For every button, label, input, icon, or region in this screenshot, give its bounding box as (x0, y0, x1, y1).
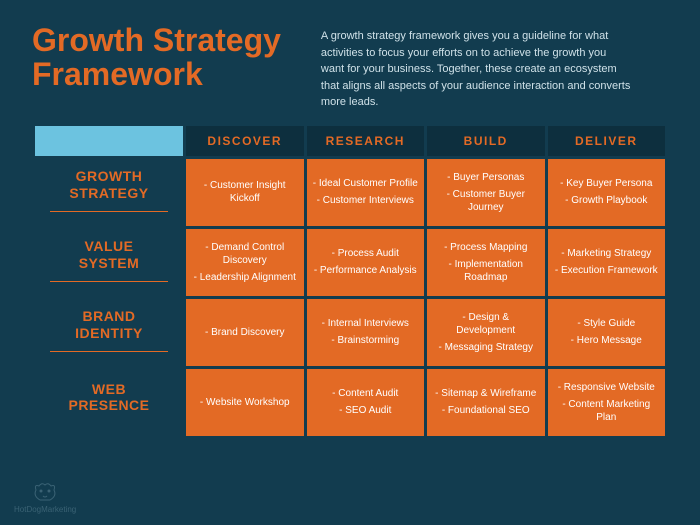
cell-item: - Ideal Customer Profile (313, 177, 419, 190)
row-header: WEBPRESENCE (35, 369, 183, 436)
row-divider (50, 211, 168, 212)
cell: - Internal Interviews - Brainstorming (307, 299, 425, 366)
cell: - Style Guide - Hero Message (548, 299, 666, 366)
cell-item: - Process Audit (313, 247, 419, 260)
table-row: BRANDIDENTITY - Brand Discovery - Internal… (35, 299, 665, 366)
col-discover: DISCOVER (186, 126, 304, 156)
table-row: VALUESYSTEM - Demand Control Discovery - L… (35, 229, 665, 296)
cell: - Customer Insight Kickoff (186, 159, 304, 226)
row-divider (50, 281, 168, 282)
table-row: GROWTHSTRATEGY - Customer Insight Kickoff… (35, 159, 665, 226)
cell-item: - Hero Message (554, 334, 660, 347)
cell: - Process Mapping - Implementation Roadma… (427, 229, 545, 296)
framework-grid: DISCOVER RESEARCH BUILD DELIVER GROWTHST… (0, 123, 700, 451)
cell-item: - Customer Insight Kickoff (192, 179, 298, 205)
row-label: BRANDIDENTITY (35, 308, 183, 346)
cell: - Brand Discovery (186, 299, 304, 366)
cell-item: - Content Marketing Plan (554, 398, 660, 424)
col-build: BUILD (427, 126, 545, 156)
table-row: WEBPRESENCE - Website Workshop - Content A… (35, 369, 665, 436)
cell-item: - SEO Audit (313, 404, 419, 417)
cell: - Website Workshop (186, 369, 304, 436)
cell-item: - Customer Interviews (313, 194, 419, 207)
cell: - Content Audit - SEO Audit (307, 369, 425, 436)
row-label: GROWTHSTRATEGY (35, 168, 183, 206)
brand-logo: HotDogMarketing (14, 480, 76, 515)
col-research: RESEARCH (307, 126, 425, 156)
cell-item: - Growth Playbook (554, 194, 660, 207)
corner-cell (35, 126, 183, 156)
page-title: Growth Strategy Framework (32, 24, 281, 111)
cell: - Ideal Customer Profile - Customer Inter… (307, 159, 425, 226)
row-header: GROWTHSTRATEGY (35, 159, 183, 226)
cell-item: - Content Audit (313, 387, 419, 400)
row-divider (50, 351, 168, 352)
framework-table: DISCOVER RESEARCH BUILD DELIVER GROWTHST… (32, 123, 668, 439)
cell: - Key Buyer Persona - Growth Playbook (548, 159, 666, 226)
logo-text: HotDogMarketing (14, 505, 76, 514)
cell-item: - Performance Analysis (313, 264, 419, 277)
cell-item: - Brand Discovery (192, 326, 298, 339)
row-label: VALUESYSTEM (35, 238, 183, 276)
cell: - Sitemap & Wireframe - Foundational SEO (427, 369, 545, 436)
cell-item: - Design & Development (433, 311, 539, 337)
cell-item: - Implementation Roadmap (433, 258, 539, 284)
cell-item: - Sitemap & Wireframe (433, 387, 539, 400)
cell-item: - Customer Buyer Journey (433, 188, 539, 214)
cell-item: - Process Mapping (433, 241, 539, 254)
title-line-1: Growth Strategy (32, 22, 281, 58)
cell-item: - Demand Control Discovery (192, 241, 298, 267)
dog-icon (30, 480, 60, 504)
cell-item: - Brainstorming (313, 334, 419, 347)
cell-item: - Execution Framework (554, 264, 660, 277)
col-deliver: DELIVER (548, 126, 666, 156)
cell-item: - Key Buyer Persona (554, 177, 660, 190)
header: Growth Strategy Framework A growth strat… (0, 0, 700, 123)
page-description: A growth strategy framework gives you a … (321, 24, 631, 111)
cell: - Responsive Website - Content Marketing … (548, 369, 666, 436)
cell-item: - Messaging Strategy (433, 341, 539, 354)
cell-item: - Style Guide (554, 317, 660, 330)
row-label: WEBPRESENCE (35, 381, 183, 419)
cell: - Buyer Personas - Customer Buyer Journey (427, 159, 545, 226)
cell-item: - Internal Interviews (313, 317, 419, 330)
cell: - Marketing Strategy - Execution Framewor… (548, 229, 666, 296)
title-line-2: Framework (32, 56, 203, 92)
cell-item: - Leadership Alignment (192, 271, 298, 284)
cell: - Process Audit - Performance Analysis (307, 229, 425, 296)
cell-item: - Website Workshop (192, 396, 298, 409)
cell-item: - Responsive Website (554, 381, 660, 394)
cell: - Demand Control Discovery - Leadership A… (186, 229, 304, 296)
cell-item: - Marketing Strategy (554, 247, 660, 260)
cell-item: - Buyer Personas (433, 171, 539, 184)
column-header-row: DISCOVER RESEARCH BUILD DELIVER (35, 126, 665, 156)
cell: - Design & Development - Messaging Strate… (427, 299, 545, 366)
cell-item: - Foundational SEO (433, 404, 539, 417)
row-header: VALUESYSTEM (35, 229, 183, 296)
row-header: BRANDIDENTITY (35, 299, 183, 366)
